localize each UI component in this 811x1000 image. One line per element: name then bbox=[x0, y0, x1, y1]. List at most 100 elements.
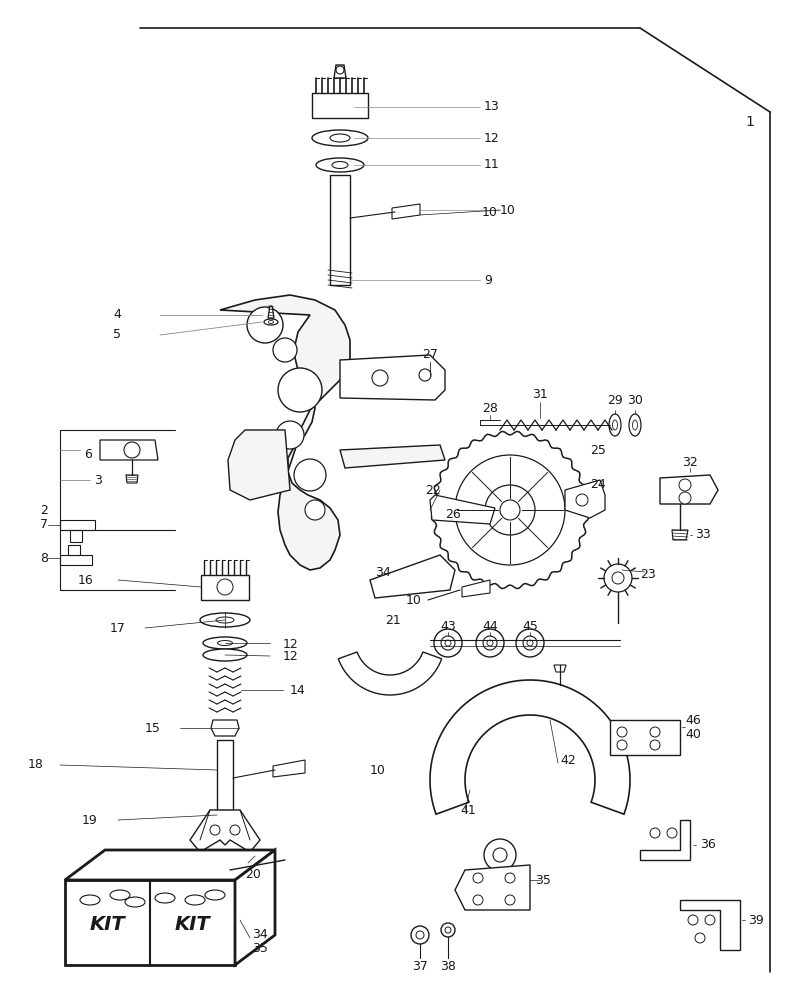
Polygon shape bbox=[329, 175, 350, 285]
Text: 35: 35 bbox=[251, 942, 268, 954]
Polygon shape bbox=[430, 495, 495, 524]
Polygon shape bbox=[392, 204, 419, 219]
Polygon shape bbox=[370, 555, 454, 598]
Ellipse shape bbox=[632, 420, 637, 430]
Circle shape bbox=[603, 564, 631, 592]
Text: 12: 12 bbox=[283, 650, 298, 664]
Text: 4: 4 bbox=[113, 308, 121, 322]
Text: 11: 11 bbox=[483, 158, 499, 172]
Text: 44: 44 bbox=[482, 619, 497, 633]
Text: 7: 7 bbox=[40, 518, 48, 532]
Text: KIT: KIT bbox=[174, 916, 209, 934]
Ellipse shape bbox=[440, 923, 454, 937]
Text: 46: 46 bbox=[684, 714, 700, 726]
Circle shape bbox=[649, 828, 659, 838]
Text: 45: 45 bbox=[521, 619, 537, 633]
Ellipse shape bbox=[203, 637, 247, 649]
Ellipse shape bbox=[440, 636, 454, 650]
Text: 39: 39 bbox=[747, 914, 763, 926]
Ellipse shape bbox=[515, 629, 543, 657]
Text: 22: 22 bbox=[424, 484, 440, 496]
Text: 43: 43 bbox=[440, 619, 455, 633]
Polygon shape bbox=[217, 867, 228, 878]
Ellipse shape bbox=[203, 649, 247, 661]
Circle shape bbox=[277, 368, 322, 412]
Text: 37: 37 bbox=[411, 960, 427, 972]
Circle shape bbox=[484, 485, 534, 535]
Ellipse shape bbox=[155, 893, 175, 903]
Circle shape bbox=[666, 828, 676, 838]
Polygon shape bbox=[268, 306, 273, 318]
Polygon shape bbox=[679, 900, 739, 950]
Polygon shape bbox=[220, 295, 350, 570]
Polygon shape bbox=[211, 720, 238, 736]
Text: 30: 30 bbox=[626, 393, 642, 406]
Ellipse shape bbox=[200, 613, 250, 627]
Ellipse shape bbox=[608, 414, 620, 436]
Polygon shape bbox=[201, 575, 249, 600]
Polygon shape bbox=[60, 555, 92, 565]
Polygon shape bbox=[272, 760, 305, 777]
Text: 9: 9 bbox=[483, 273, 491, 286]
Polygon shape bbox=[564, 480, 604, 518]
Ellipse shape bbox=[611, 420, 616, 430]
Circle shape bbox=[473, 895, 483, 905]
Text: 36: 36 bbox=[699, 838, 714, 852]
Ellipse shape bbox=[433, 629, 461, 657]
Text: 10: 10 bbox=[500, 204, 515, 217]
Text: 8: 8 bbox=[40, 552, 48, 564]
Polygon shape bbox=[338, 652, 441, 695]
Ellipse shape bbox=[80, 895, 100, 905]
Polygon shape bbox=[609, 720, 679, 755]
Ellipse shape bbox=[315, 158, 363, 172]
Polygon shape bbox=[431, 431, 588, 589]
Polygon shape bbox=[228, 430, 290, 500]
Polygon shape bbox=[672, 530, 687, 540]
Text: 10: 10 bbox=[406, 593, 422, 606]
Polygon shape bbox=[60, 520, 95, 530]
Ellipse shape bbox=[487, 640, 492, 646]
Circle shape bbox=[418, 369, 431, 381]
Polygon shape bbox=[100, 440, 158, 460]
Circle shape bbox=[649, 727, 659, 737]
Circle shape bbox=[230, 825, 240, 835]
Ellipse shape bbox=[329, 134, 350, 142]
Ellipse shape bbox=[264, 319, 277, 325]
Polygon shape bbox=[659, 475, 717, 504]
Text: 19: 19 bbox=[82, 814, 97, 826]
Text: 12: 12 bbox=[483, 131, 499, 144]
Ellipse shape bbox=[125, 897, 145, 907]
Circle shape bbox=[611, 572, 623, 584]
Text: 10: 10 bbox=[370, 764, 385, 776]
Polygon shape bbox=[553, 665, 565, 672]
Text: 14: 14 bbox=[290, 684, 306, 696]
Text: 27: 27 bbox=[422, 349, 437, 361]
Circle shape bbox=[678, 492, 690, 504]
Text: 12: 12 bbox=[283, 639, 298, 652]
Text: 18: 18 bbox=[28, 758, 44, 772]
Ellipse shape bbox=[629, 414, 640, 436]
Text: 42: 42 bbox=[560, 754, 575, 766]
Text: 6: 6 bbox=[84, 448, 92, 462]
Circle shape bbox=[504, 873, 514, 883]
Text: 10: 10 bbox=[482, 206, 497, 219]
Polygon shape bbox=[70, 530, 82, 542]
Circle shape bbox=[616, 740, 626, 750]
Text: 21: 21 bbox=[384, 613, 401, 626]
Text: 29: 29 bbox=[607, 393, 622, 406]
Polygon shape bbox=[461, 580, 489, 597]
Circle shape bbox=[704, 915, 714, 925]
Text: 1: 1 bbox=[744, 115, 753, 129]
Ellipse shape bbox=[526, 640, 532, 646]
Text: 25: 25 bbox=[590, 444, 605, 456]
Ellipse shape bbox=[268, 320, 273, 324]
Text: 41: 41 bbox=[460, 804, 475, 816]
Polygon shape bbox=[430, 680, 629, 814]
Text: KIT: KIT bbox=[89, 916, 125, 934]
Polygon shape bbox=[639, 820, 689, 860]
Polygon shape bbox=[126, 475, 138, 483]
Text: 34: 34 bbox=[251, 928, 268, 942]
Circle shape bbox=[247, 307, 283, 343]
Text: 33: 33 bbox=[694, 528, 710, 542]
Ellipse shape bbox=[109, 890, 130, 900]
